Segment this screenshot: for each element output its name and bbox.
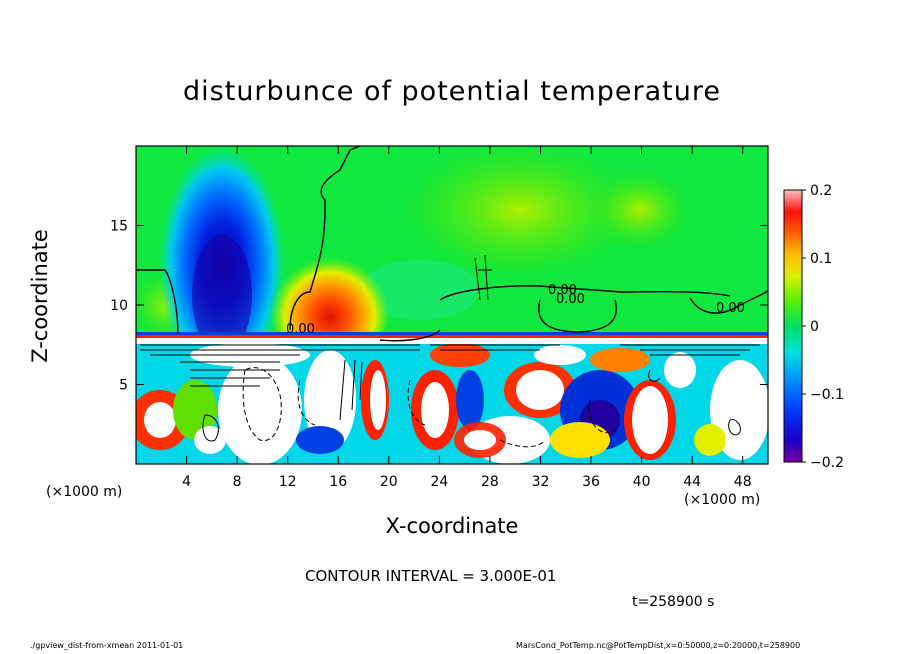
contour-label: 0.00 bbox=[716, 301, 745, 316]
x-tick-label: 28 bbox=[481, 474, 499, 490]
colorbar bbox=[783, 189, 803, 463]
contour-lines bbox=[136, 146, 768, 342]
x-tick-label: 32 bbox=[532, 474, 550, 490]
y-tick-label: 10 bbox=[110, 298, 128, 314]
chart-title: disturbunce of potential temperature bbox=[183, 76, 721, 107]
y-axis-label: Z-coordinate bbox=[28, 229, 52, 363]
pale-region bbox=[590, 170, 690, 250]
x-tick-label: 8 bbox=[233, 474, 242, 490]
dense-contours bbox=[140, 254, 760, 442]
x-axis-label: X-coordinate bbox=[385, 514, 519, 538]
heatmap-field bbox=[136, 146, 768, 464]
y-tick-label: 5 bbox=[119, 378, 128, 394]
footer-left: ./gpview_dist-from-xmean 2011-01-01 bbox=[30, 641, 184, 650]
contour-label: 0.00 bbox=[286, 322, 315, 337]
colorbar-tick-label: 0.2 bbox=[810, 183, 832, 199]
colorbar-tick-label: 0 bbox=[810, 319, 819, 335]
colorbar-tick-label: 0.1 bbox=[810, 251, 832, 267]
x-tick-label: 40 bbox=[633, 474, 651, 490]
x-unit-label-right: (×1000 m) bbox=[684, 492, 761, 508]
colorbar-tick-label: −0.1 bbox=[810, 387, 844, 403]
x-tick-label: 36 bbox=[582, 474, 600, 490]
x-tick-label: 12 bbox=[279, 474, 297, 490]
footer-right: MarsCond_PotTemp.nc@PotTempDist,x=0:5000… bbox=[516, 641, 801, 650]
colorbar-ticks: 0.2 0.1 0 −0.1 −0.2 bbox=[802, 183, 844, 471]
colorbar-tick-label: −0.2 bbox=[810, 455, 844, 471]
contour-label: 0.00 bbox=[548, 283, 577, 298]
x-tick-label: 20 bbox=[380, 474, 398, 490]
negative-core bbox=[192, 235, 252, 355]
x-tick-label: 4 bbox=[182, 474, 191, 490]
x-tick-label: 24 bbox=[430, 474, 448, 490]
pale-region bbox=[400, 146, 640, 280]
x-tick-label: 16 bbox=[329, 474, 347, 490]
boundary-red bbox=[136, 335, 768, 338]
boundary-band bbox=[136, 338, 768, 344]
turbulent-patches bbox=[136, 343, 768, 464]
x-axis-ticks: 4 8 12 16 20 24 28 32 36 40 44 48 bbox=[182, 146, 752, 490]
y-tick-label: 15 bbox=[110, 219, 128, 235]
dashed-contours bbox=[242, 367, 616, 448]
boundary-blue bbox=[136, 332, 768, 335]
x-tick-label: 48 bbox=[734, 474, 752, 490]
x-unit-label-left: (×1000 m) bbox=[46, 484, 123, 500]
y-axis-ticks: 5 10 15 bbox=[110, 219, 768, 394]
contour-interval-text: CONTOUR INTERVAL = 3.000E-01 bbox=[305, 567, 557, 585]
contour-label: 0.00 bbox=[556, 292, 585, 307]
time-label: t=258900 s bbox=[632, 594, 715, 610]
x-tick-label: 44 bbox=[683, 474, 701, 490]
